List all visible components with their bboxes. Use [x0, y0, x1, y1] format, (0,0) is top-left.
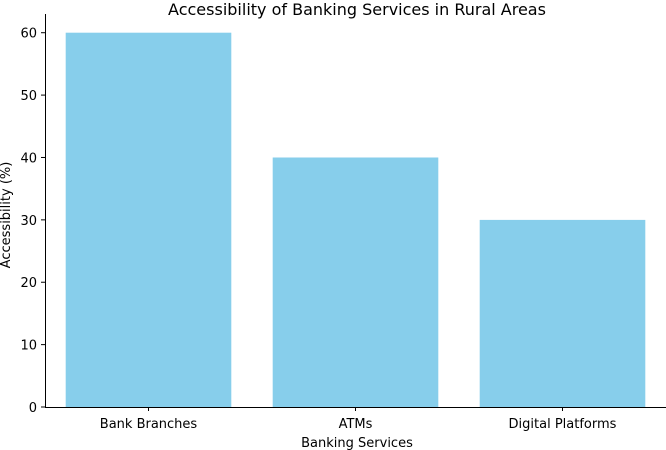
y-tick-label: 10 [20, 339, 37, 354]
x-tick-label: Digital Platforms [509, 417, 617, 432]
x-tick-label: ATMs [339, 417, 373, 432]
y-ticks-group: 0 10 20 30 40 50 60 [20, 27, 45, 416]
bar-atms [272, 157, 439, 407]
y-axis-label: Accessibility (%) [0, 162, 14, 269]
bar-bank-branches [65, 32, 232, 407]
chart-title: Accessibility of Banking Services in Rur… [168, 0, 546, 19]
x-ticks-group: Bank Branches ATMs Digital Platforms [100, 407, 617, 432]
y-tick-label: 20 [20, 276, 37, 291]
y-tick-label: 50 [20, 89, 37, 104]
x-tick-label: Bank Branches [100, 417, 198, 432]
x-axis-label: Banking Services [301, 436, 413, 450]
y-tick-label: 60 [20, 27, 37, 42]
bars-group [65, 32, 646, 407]
y-tick-label: 40 [20, 151, 37, 166]
bar-digital-platforms [479, 219, 646, 407]
y-tick-label: 0 [29, 401, 37, 416]
y-tick-label: 30 [20, 214, 37, 229]
